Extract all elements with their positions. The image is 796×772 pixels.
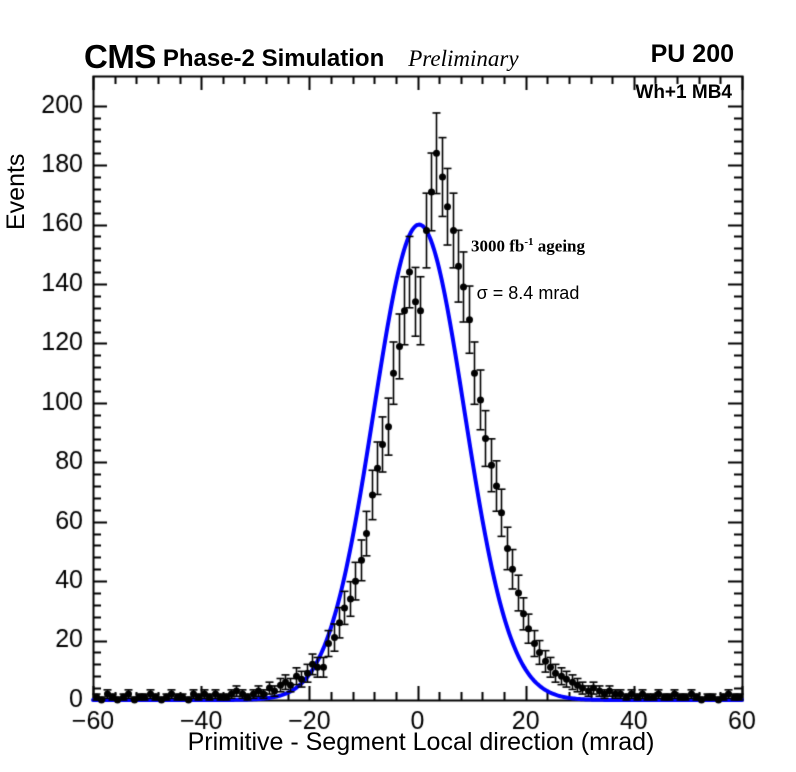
ageing-suffix: ageing [533, 236, 586, 256]
x-axis-title: Primitive - Segment Local direction (mra… [187, 728, 655, 756]
resolution-label: σ = 8.4 mrad [476, 283, 580, 303]
y-axis-title: Events [2, 153, 30, 230]
ageing-lumi: 3000 fb [470, 236, 525, 256]
ageing-exponent: -1 [524, 236, 534, 248]
ageing-label: 3000 fb-1 ageing [471, 236, 585, 257]
detector-label: Wh+1 MB4 [635, 82, 732, 103]
